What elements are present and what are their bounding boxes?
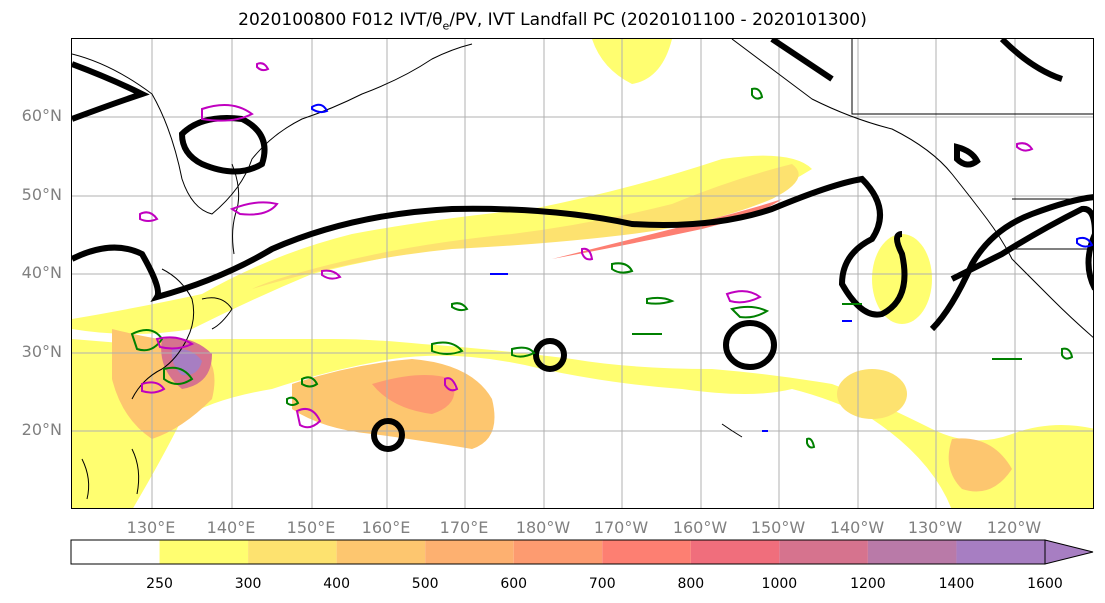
- colorbar-tick-label: 1400: [938, 576, 975, 592]
- lon-label-130e: 130°E: [126, 518, 176, 537]
- map-panel: [71, 38, 1094, 509]
- colorbar-cell: [159, 540, 249, 564]
- lon-label-170e: 170°E: [439, 518, 489, 537]
- colorbar-extend-arrow: [1044, 539, 1094, 565]
- lat-label-50n: 50°N: [21, 185, 62, 204]
- lon-label-160w: 160°W: [672, 518, 728, 537]
- colorbar-cell: [425, 540, 514, 564]
- colorbar-cell: [690, 540, 780, 564]
- lat-label-60n: 60°N: [21, 106, 62, 125]
- theta-e-contours: [130, 87, 1074, 449]
- colorbar-cell: [336, 540, 426, 564]
- colorbar-cell: [956, 540, 1045, 564]
- colorbar-tick-label: 300: [234, 576, 262, 592]
- colorbar-frame: [70, 539, 1046, 565]
- map-canvas: [72, 39, 1093, 508]
- coastlines: [72, 39, 1093, 500]
- colorbar: [70, 539, 1094, 565]
- lon-label-120w: 120°W: [986, 518, 1042, 537]
- colorbar-tick-label: 600: [500, 576, 528, 592]
- lon-label-130w: 130°W: [907, 518, 963, 537]
- pv-contours: [139, 62, 1034, 429]
- colorbar-cell: [779, 540, 868, 564]
- lat-label-20n: 20°N: [21, 420, 62, 439]
- lon-label-170w: 170°W: [593, 518, 649, 537]
- colorbar-tick-label: 1600: [1027, 576, 1063, 592]
- colorbar-tick-label: 700: [588, 576, 616, 592]
- colorbar-tick-label: 400: [323, 576, 350, 592]
- colorbar-cell: [248, 540, 337, 564]
- colorbar-tick-label: 1200: [850, 576, 886, 592]
- lon-label-160e: 160°E: [361, 518, 411, 537]
- colorbar-tick-label: 500: [411, 576, 439, 592]
- lon-label-140w: 140°W: [829, 518, 885, 537]
- lon-label-150e: 150°E: [286, 518, 336, 537]
- lat-label-40n: 40°N: [21, 263, 62, 282]
- lon-label-140e: 140°E: [206, 518, 256, 537]
- lat-label-30n: 30°N: [21, 342, 62, 361]
- colorbar-tick-label: 250: [146, 576, 173, 592]
- colorbar-tick-label: 800: [677, 576, 705, 592]
- ivt-shading: [72, 39, 1093, 508]
- blue-contours: [311, 103, 1093, 432]
- colorbar-cell: [867, 540, 957, 564]
- colorbar-cell: [513, 540, 603, 564]
- pc-contours: [72, 39, 1093, 452]
- lon-label-150w: 150°W: [750, 518, 806, 537]
- lon-label-180w: 180°W: [515, 518, 571, 537]
- figure-title: 2020100800 F012 IVT/θe/PV, IVT Landfall …: [238, 10, 867, 33]
- colorbar-tick-label: 1000: [761, 576, 798, 592]
- colorbar-cell: [602, 540, 691, 564]
- colorbar-cell: [71, 540, 160, 564]
